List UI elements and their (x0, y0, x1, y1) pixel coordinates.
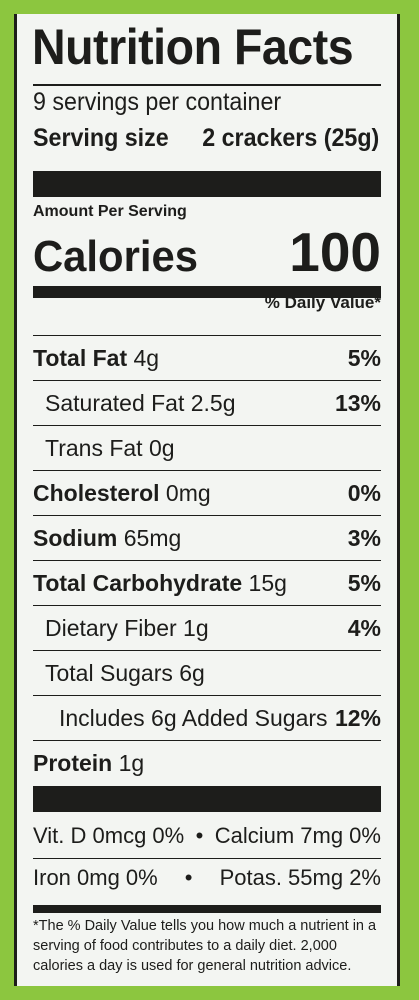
nutrient-dv: 13% (334, 390, 381, 416)
nutrient-row-saturated-fat: Saturated Fat 2.5g 13% (33, 380, 381, 426)
vitamin-right: Calcium 7mg 0% (214, 822, 381, 848)
nutrient-dv: 4% (347, 615, 381, 641)
thick-divider (33, 171, 381, 197)
divider (33, 84, 381, 86)
nutrient-row-dietary-fiber: Dietary Fiber 1g 4% (33, 605, 381, 651)
nutrient-dv: 3% (347, 525, 381, 551)
servings-per-container: 9 servings per container (33, 88, 282, 116)
amount-per-serving: Amount Per Serving (33, 203, 187, 220)
serving-size-label: Serving size (33, 124, 169, 152)
calories-row: Calories 100 (33, 220, 381, 284)
serving-size-row: Serving size 2 crackers (25g) (33, 124, 379, 153)
nutrient-dv: 5% (347, 345, 381, 371)
daily-value-header: % Daily Value* (264, 293, 381, 312)
nutrient-row-total-sugars: Total Sugars 6g (33, 650, 381, 696)
nutrient-name: Includes 6g Added Sugars (59, 705, 328, 731)
nutrient-row-protein: Protein 1g (33, 740, 381, 786)
nutrient-name: Protein 1g (33, 750, 145, 776)
medium-divider (33, 286, 381, 298)
calories-label: Calories (33, 232, 198, 281)
vitamin-row: Iron 0mg 0% • Potas. 55mg 2% (33, 855, 381, 900)
nutrient-dv: 12% (334, 705, 381, 731)
vitamin-row: Vit. D 0mcg 0% • Calcium 7mg 0% (33, 813, 381, 858)
serving-size-value: 2 crackers (25g) (202, 124, 380, 152)
nutrient-name: Sodium 65mg (33, 525, 182, 551)
nutrient-name: Cholesterol 0mg (33, 480, 211, 506)
nutrient-row-cholesterol: Cholesterol 0mg 0% (33, 470, 381, 516)
label-title: Nutrition Facts (32, 19, 354, 75)
nutrient-dv: 0% (347, 480, 381, 506)
thick-divider (33, 786, 381, 812)
divider (33, 858, 381, 859)
nutrient-row-total-fat: Total Fat 4g 5% (33, 335, 381, 381)
nutrient-name: Dietary Fiber 1g (45, 615, 209, 641)
calories-value: 100 (289, 221, 381, 283)
nutrient-name: Saturated Fat 2.5g (45, 390, 236, 416)
nutrient-name: Trans Fat 0g (45, 435, 175, 461)
footnote: *The % Daily Value tells you how much a … (33, 918, 377, 974)
nutrition-facts-label: Nutrition Facts 9 servings per container… (14, 14, 400, 986)
nutrient-row-sodium: Sodium 65mg 3% (33, 515, 381, 561)
nutrient-name: Total Carbohydrate 15g (33, 570, 287, 596)
vitamin-left: Iron 0mg 0% (33, 864, 158, 890)
nutrient-row-trans-fat: Trans Fat 0g (33, 425, 381, 471)
nutrient-row-added-sugars: Includes 6g Added Sugars 12% (33, 695, 381, 741)
label-content: Nutrition Facts 9 servings per container… (32, 14, 381, 986)
nutrient-name: Total Fat 4g (33, 345, 160, 371)
bullet-separator: • (184, 864, 193, 890)
nutrient-name: Total Sugars 6g (45, 660, 205, 686)
nutrient-dv: 5% (347, 570, 381, 596)
medium-divider (33, 905, 381, 913)
bullet-separator: • (195, 822, 204, 848)
nutrient-row-total-carbohydrate: Total Carbohydrate 15g 5% (33, 560, 381, 606)
vitamin-left: Vit. D 0mcg 0% (33, 822, 185, 848)
vitamin-right: Potas. 55mg 2% (219, 864, 381, 890)
